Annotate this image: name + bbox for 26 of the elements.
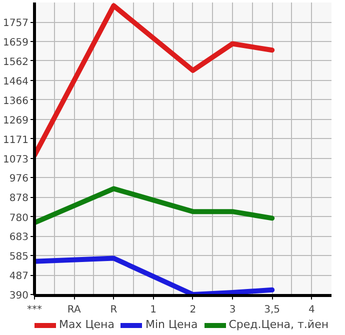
y-tick-label: 1757 [3, 18, 29, 30]
y-tick-label: 585 [9, 252, 29, 263]
x-tick-label: *** [27, 304, 42, 316]
x-tick-label: 4 [308, 304, 315, 316]
y-tick-label: 1171 [3, 134, 29, 146]
x-tick-label: R [110, 304, 118, 316]
y-tick-label: 976 [9, 174, 29, 185]
legend-label: Min Цена [145, 318, 198, 331]
y-tick-label: 1366 [3, 96, 29, 107]
y-tick-label: 1269 [3, 115, 29, 126]
legend-label: Сред.Цена, т.йен [228, 318, 329, 331]
y-tick-label: 390 [9, 290, 29, 302]
y-tick-label: 1464 [3, 76, 29, 88]
y-tick-label: 487 [9, 271, 29, 282]
y-tick-label: 1562 [3, 56, 29, 68]
x-tick-label: 1 [150, 304, 156, 316]
x-tick-label: RA [67, 304, 81, 316]
x-tick-label: 2 [190, 304, 196, 316]
x-tick-label: 3 [229, 304, 236, 316]
y-tick-label: 1659 [3, 38, 29, 49]
y-tick-label: 683 [9, 232, 29, 244]
x-tick-label: 3,5 [264, 304, 280, 316]
y-tick-label: 780 [9, 212, 29, 224]
legend-label: Max Цена [59, 318, 114, 331]
y-tick-label: 878 [9, 193, 29, 204]
y-tick-label: 1073 [3, 154, 29, 166]
